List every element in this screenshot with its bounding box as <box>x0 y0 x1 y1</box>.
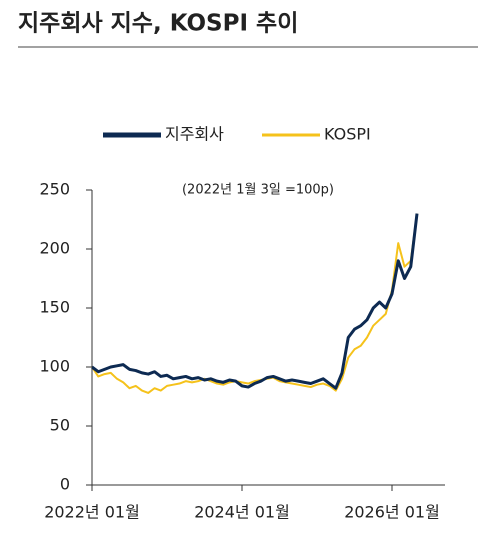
y-tick-label: 200 <box>39 239 70 258</box>
annotation: (2022년 1월 3일 =100p) <box>182 183 334 198</box>
y-tick-label: 100 <box>39 357 70 376</box>
y-tick-label: 150 <box>39 298 70 317</box>
y-tick-label: 250 <box>39 180 70 199</box>
series-line <box>91 213 419 390</box>
x-tick-label: 2026년 01월 <box>344 503 440 522</box>
series-line <box>91 213 418 394</box>
x-tick-label: 2022년 01월 <box>44 503 140 522</box>
legend-label: 지주회사 <box>165 125 224 144</box>
y-tick-label: 50 <box>50 416 70 435</box>
legend-label: KOSPI <box>324 125 371 144</box>
chart-title: 지주회사 지수, KOSPI 추이 <box>18 11 298 37</box>
x-tick-label: 2024년 01월 <box>194 503 290 522</box>
y-tick-label: 0 <box>60 475 70 494</box>
